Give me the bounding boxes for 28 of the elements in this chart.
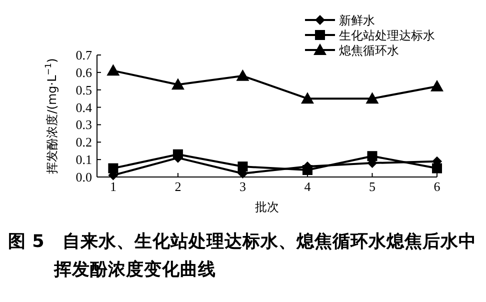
y-tick-label: 0.4 (76, 100, 92, 115)
x-axis-title: 批次 (255, 200, 279, 214)
x-tick-label: 6 (434, 179, 441, 194)
legend-label: 新鲜水 (339, 14, 375, 28)
legend-label: 生化站处理达标水 (339, 28, 435, 42)
point (171, 78, 184, 90)
point (238, 162, 248, 172)
point (300, 92, 314, 104)
text: 0.0 (76, 170, 92, 184)
y-tick-label: 0.7 (76, 48, 92, 62)
point (236, 69, 250, 81)
text: 图 5 自来水、生化站处理达标水、熄焦循环水熄焦后水中挥发酚浓度变化曲线 (8, 231, 478, 282)
point (366, 92, 379, 104)
x-tick-label: 2 (174, 179, 182, 194)
point (432, 163, 442, 174)
point (106, 64, 120, 76)
point (430, 80, 444, 92)
y-tick-label: 0.3 (76, 117, 92, 132)
point (367, 151, 378, 162)
x-tick-label: 4 (304, 179, 312, 194)
x-tick-label: 5 (368, 179, 376, 194)
y-tick-label: 0.1 (76, 152, 92, 168)
y-tick-label: 0.5 (76, 82, 92, 98)
legend-label: 熄焦循环水 (339, 44, 399, 58)
x-tick-label: 1 (110, 179, 116, 194)
x-tick-label: 3 (239, 179, 246, 194)
y-tick-label: 0.6 (76, 64, 92, 80)
y-tick-label: 0.2 (76, 134, 92, 150)
